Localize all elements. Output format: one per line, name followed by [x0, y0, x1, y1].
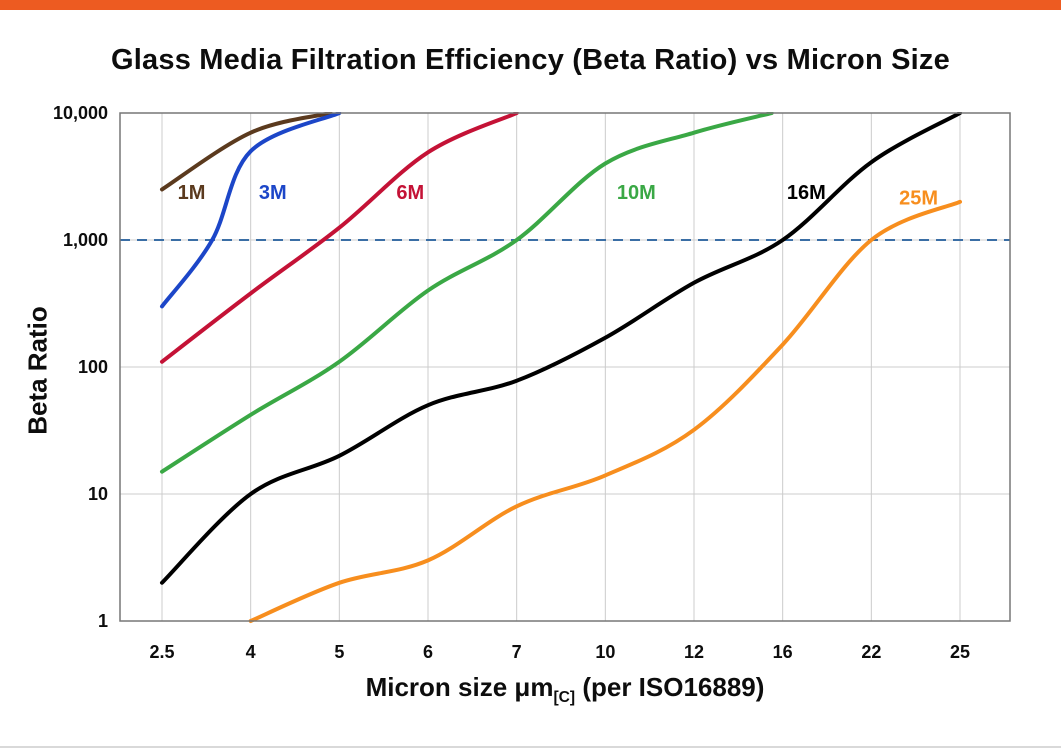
series-label-16M: 16M — [787, 182, 826, 204]
series-label-3M: 3M — [259, 182, 287, 204]
bottom-edge-divider — [0, 746, 1061, 748]
series-line-1M — [160, 112, 333, 192]
x-tick-label-10: 10 — [595, 642, 615, 662]
y-tick-label-100: 100 — [78, 357, 108, 377]
x-tick-label-6: 6 — [423, 642, 433, 662]
x-tick-label-16: 16 — [773, 642, 793, 662]
y-axis-label: Beta Ratio — [22, 306, 53, 435]
series-label-6M: 6M — [396, 182, 424, 204]
x-tick-label-7: 7 — [512, 642, 522, 662]
plot-border — [119, 112, 1011, 622]
x-tick-label-5: 5 — [334, 642, 344, 662]
top-accent-bar — [0, 0, 1061, 10]
chart-title: Glass Media Filtration Efficiency (Beta … — [111, 44, 950, 76]
x-tick-label-4: 4 — [246, 642, 256, 662]
series-line-25M — [248, 199, 962, 623]
y-tick-label-10: 10 — [88, 484, 108, 504]
series-line-6M — [160, 112, 519, 364]
x-tick-label-22: 22 — [861, 642, 881, 662]
x-tick-label-2.5: 2.5 — [149, 642, 174, 662]
x-axis-label: Micron size μm[C] (per ISO16889) — [120, 672, 1010, 707]
series-line-10M — [160, 112, 774, 474]
y-tick-label-10000: 10,000 — [53, 103, 108, 123]
x-tick-label-25: 25 — [950, 642, 970, 662]
y-tick-label-1: 1 — [98, 611, 108, 631]
series-label-10M: 10M — [617, 182, 656, 204]
series-label-25M: 25M — [899, 188, 938, 210]
series-line-3M — [160, 112, 342, 309]
x-axis-label-sub: [C] — [553, 689, 576, 707]
y-tick-label-1000: 1,000 — [63, 230, 108, 250]
x-tick-label-12: 12 — [684, 642, 704, 662]
x-axis-label-pre: Micron size μm — [365, 672, 554, 702]
series-label-1M: 1M — [178, 182, 206, 204]
series-line-16M — [160, 112, 962, 585]
x-axis-label-post: (per ISO16889) — [575, 672, 765, 702]
